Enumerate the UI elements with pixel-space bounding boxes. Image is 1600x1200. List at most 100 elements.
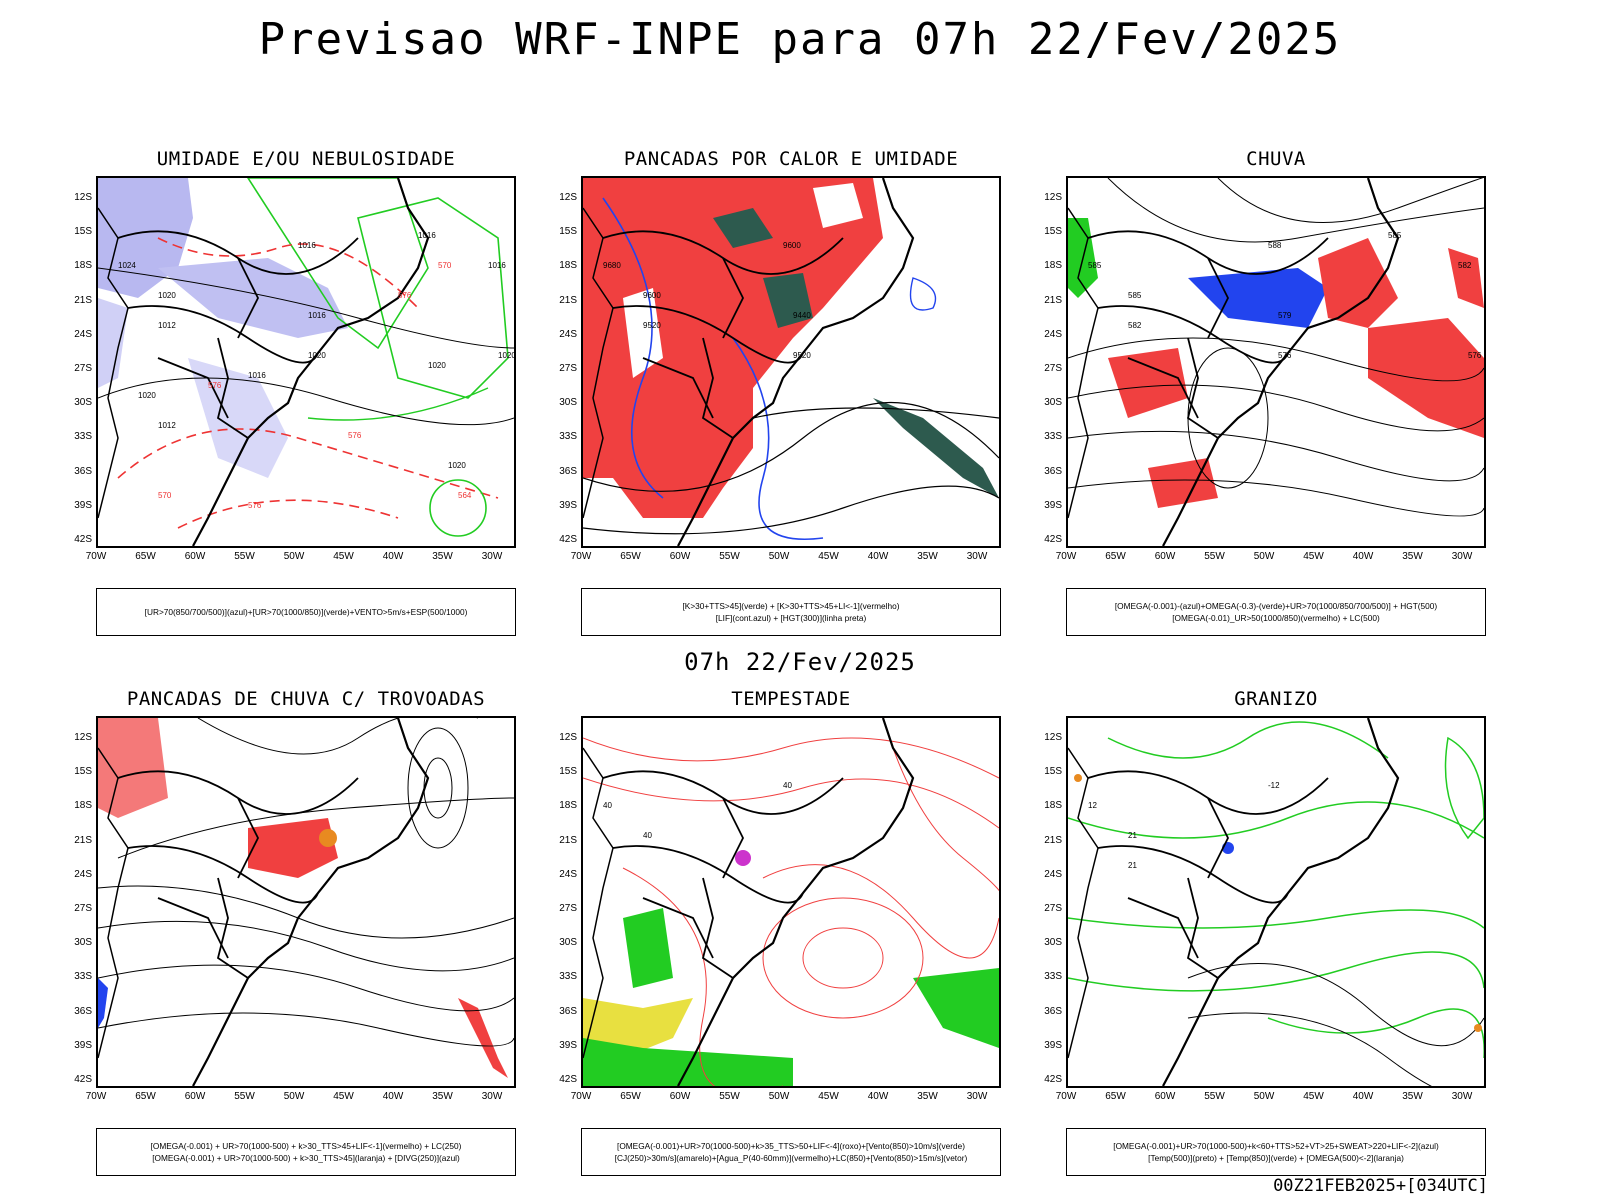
longitude-label: 30W <box>481 551 503 562</box>
longitude-label: 65W <box>1105 551 1126 562</box>
latitude-label: 24S <box>1044 328 1062 340</box>
longitude-label: 70W <box>1055 551 1077 562</box>
rain-area-blue <box>1188 268 1328 328</box>
longitude-label: 65W <box>620 1091 641 1102</box>
longitude-label: 50W <box>283 551 305 562</box>
latitude-label: 30S <box>74 937 92 949</box>
latitude-label: 42S <box>74 1074 92 1085</box>
longitude-label: 30W <box>481 1091 503 1102</box>
latitude-label: 39S <box>74 499 92 511</box>
contour-label: 1020 <box>498 351 514 360</box>
political-border <box>1207 797 1230 879</box>
panel-legend: [OMEGA(-0.001) + UR>70(1000-500) + k>30_… <box>96 1128 516 1176</box>
streamline <box>98 964 514 1012</box>
lifted-index-contour <box>732 337 824 540</box>
contour-label: 576 <box>208 381 222 390</box>
legend-line: [OMEGA(-0.001)+UR>70(1000-500)+k<60+TTS>… <box>1113 1141 1439 1151</box>
longitude-label: 40W <box>867 1091 889 1102</box>
longitude-label: 70W <box>85 1091 107 1102</box>
clear-area <box>623 288 663 378</box>
hgt300-contour <box>583 485 999 535</box>
legend-line: [LIF](cont.azul) + [HGT(300)](linha pret… <box>715 613 867 623</box>
streamline <box>1068 337 1484 382</box>
legend-line: [UR>70(850/700/500)](azul)+[UR>70(1000/8… <box>144 607 468 617</box>
contour-label: 582 <box>1458 261 1472 270</box>
legend-line: [OMEGA(-0.001) + UR>70(1000-500) + k>30_… <box>152 1153 460 1163</box>
map-pancadas-trovoadas <box>96 716 516 1088</box>
contour-label: 1016 <box>488 261 506 270</box>
hgt300-contour <box>583 401 999 492</box>
political-border <box>722 257 745 339</box>
longitude-label: 55W <box>719 1091 740 1102</box>
latitude-label: 15S <box>1044 226 1062 238</box>
contour-label: 9520 <box>643 321 661 330</box>
contour-label: 585 <box>1128 291 1142 300</box>
rain-area-red <box>1318 238 1398 328</box>
water-vapor-contour <box>882 718 999 898</box>
rain-area-red <box>1108 348 1188 418</box>
latitude-label: 18S <box>74 800 92 812</box>
rain-area-red <box>1448 248 1484 308</box>
temp500-contour <box>1187 1012 1484 1086</box>
contour-label: 9520 <box>793 351 811 360</box>
latitude-label: 24S <box>74 328 92 340</box>
mid-date-label: 07h 22/Fev/2025 <box>684 648 916 676</box>
longitude-label: 60W <box>184 551 206 562</box>
pressure-isobar <box>98 377 514 426</box>
political-border <box>1186 877 1219 979</box>
latitude-label: 33S <box>1044 431 1062 443</box>
latitude-label: 42S <box>559 1074 577 1085</box>
coastline <box>677 718 915 1086</box>
latitude-label: 36S <box>559 1005 577 1017</box>
legend-line: [OMEGA(-0.001) + UR>70(1000-500) + k>30_… <box>150 1141 462 1151</box>
temp850-contour <box>1267 1008 1484 1058</box>
longitude-label: 30W <box>1451 551 1473 562</box>
streamline <box>1068 430 1484 482</box>
hgt300-contour <box>752 407 999 419</box>
longitude-label: 35W <box>1402 551 1423 562</box>
panel-title: TEMPESTADE <box>731 688 851 710</box>
contour-label: 9680 <box>603 261 621 270</box>
latitude-label: 24S <box>1044 868 1062 880</box>
coastline <box>677 178 915 546</box>
map-tempestade: 40 40 40 <box>581 716 1001 1088</box>
longitude-label: 55W <box>1204 1091 1225 1102</box>
longitude-label: 70W <box>85 551 107 562</box>
legend-line: [OMEGA(-0.001)-(azul)+OMEGA(-0.3)-(verde… <box>1114 601 1438 611</box>
latitude-label: 18S <box>1044 800 1062 812</box>
contour-label: 1020 <box>428 361 446 370</box>
contour-label: 576 <box>1278 351 1292 360</box>
omega-area-orange <box>1474 1024 1482 1032</box>
contour-label: 582 <box>1128 321 1142 330</box>
streamline <box>117 797 514 859</box>
divergence-area-blue <box>98 978 108 1028</box>
political-border <box>1127 897 1199 959</box>
longitude-label: 45W <box>818 551 839 562</box>
temp850-contour <box>1444 736 1484 840</box>
political-border <box>1207 257 1230 339</box>
latitude-label: 36S <box>559 465 577 477</box>
water-vapor-contour <box>583 777 999 829</box>
political-border <box>237 257 260 339</box>
political-border <box>722 797 745 879</box>
latitude-label: 36S <box>74 1005 92 1017</box>
panel-title: UMIDADE E/OU NEBULOSIDADE <box>156 148 456 170</box>
contour-label: 576 <box>348 431 362 440</box>
latitude-label: 39S <box>74 1039 92 1051</box>
latitude-label: 15S <box>74 226 92 238</box>
lifted-index-contour <box>602 197 664 499</box>
andes-boundary <box>98 747 129 1059</box>
humidity-area-central <box>158 258 348 338</box>
latitude-label: 33S <box>74 971 92 983</box>
panel-legend: [OMEGA(-0.001)-(azul)+OMEGA(-0.3)-(verde… <box>1066 588 1486 636</box>
contour-label: 576 <box>398 291 412 300</box>
longitude-label: 35W <box>917 551 938 562</box>
water-vapor-contour <box>802 927 884 989</box>
latitude-label: 18S <box>1044 260 1062 272</box>
contour-label: 1016 <box>308 311 326 320</box>
contour-label: 21 <box>1128 831 1137 840</box>
latitude-label: 42S <box>559 534 577 545</box>
longitude-label: 30W <box>966 1091 988 1102</box>
latitude-label: 12S <box>74 732 92 743</box>
latitude-label: 36S <box>1044 1005 1062 1017</box>
